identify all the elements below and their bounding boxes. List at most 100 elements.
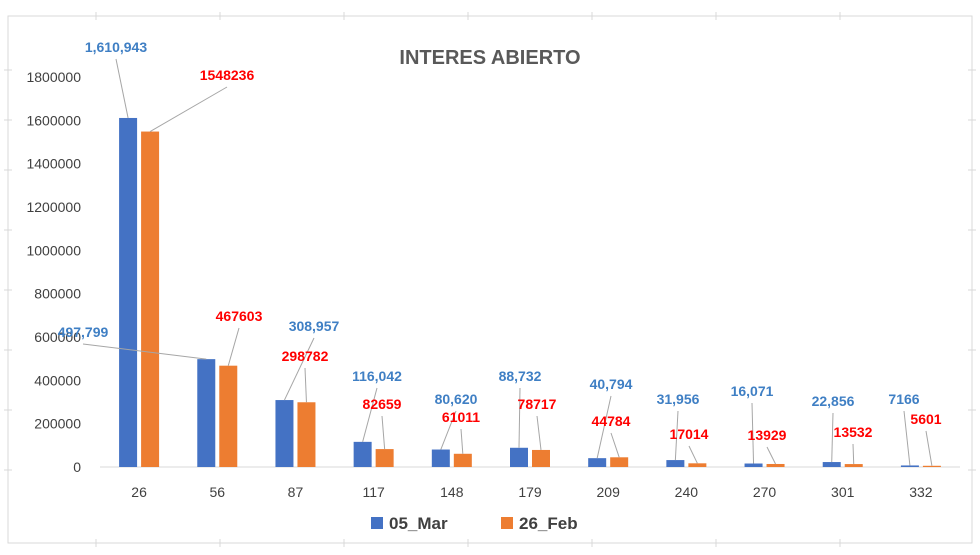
bar-05-mar-301 <box>822 462 841 467</box>
data-label-26-feb-26: 1548236 <box>200 67 255 83</box>
data-label-05-mar-332: 7166 <box>888 391 919 407</box>
bar-05-mar-332 <box>900 465 919 467</box>
legend-swatch-05-mar <box>371 517 383 529</box>
data-label-05-mar-26: 1,610,943 <box>85 39 147 55</box>
leader-line <box>460 428 464 454</box>
bar-26-feb-117 <box>375 449 394 467</box>
bar-26-feb-301 <box>844 464 863 467</box>
leader-line <box>831 412 834 463</box>
data-label-05-mar-240: 31,956 <box>657 391 700 407</box>
leader-line <box>674 410 679 461</box>
leader-line <box>115 58 129 119</box>
leader-line <box>852 443 855 465</box>
bar-26-feb-26 <box>141 131 160 467</box>
bar-26-feb-179 <box>532 449 550 467</box>
leader-line <box>925 430 933 466</box>
x-tick-label-179: 179 <box>518 484 542 500</box>
data-label-05-mar-209: 40,794 <box>590 376 633 392</box>
y-tick-label: 1600000 <box>26 112 81 128</box>
bar-26-feb-148 <box>453 453 472 467</box>
leader-line <box>596 395 612 459</box>
leader-line <box>903 410 911 466</box>
leader-line <box>362 387 378 442</box>
leader-line <box>149 86 228 132</box>
y-tick-label: 1200000 <box>26 199 81 215</box>
x-tick-label-117: 117 <box>362 484 385 500</box>
x-tick-label-87: 87 <box>288 484 304 500</box>
leader-line <box>381 415 386 450</box>
data-label-05-mar-117: 116,042 <box>352 368 402 384</box>
leader-line <box>766 446 776 465</box>
data-label-05-mar-87: 308,957 <box>289 318 340 334</box>
leader-lines <box>82 58 933 466</box>
leader-line <box>82 343 207 360</box>
bar-26-feb-87 <box>297 402 316 467</box>
bar-26-feb-209 <box>610 457 629 467</box>
data-label-05-mar-301: 22,856 <box>812 393 855 409</box>
data-labels: 1,610,943 497,799 308,957 116,042 80,620 88,7… <box>58 39 942 443</box>
x-tick-label-148: 148 <box>440 484 464 500</box>
y-tick-label: 200000 <box>34 416 81 432</box>
bar-26-feb-56 <box>219 365 238 467</box>
chart-frame <box>4 12 976 547</box>
bar-05-mar-117 <box>353 441 372 467</box>
bar-26-feb-240 <box>688 463 707 467</box>
leader-line <box>688 445 698 464</box>
y-tick-label: 400000 <box>34 372 81 388</box>
x-tick-label-301: 301 <box>831 484 855 500</box>
leader-line <box>440 410 457 450</box>
bar-26-feb-332 <box>922 465 941 467</box>
y-tick-label: 0 <box>73 459 81 475</box>
bar-05-mar-87 <box>275 400 294 467</box>
leader-line <box>227 327 240 366</box>
data-label-26-feb-332: 5601 <box>910 411 941 427</box>
bar-05-mar-179 <box>510 447 528 467</box>
bar-group <box>119 117 941 468</box>
bar-05-mar-148 <box>431 449 450 467</box>
data-label-05-mar-56: 497,799 <box>58 324 109 340</box>
x-tick-label-56: 56 <box>209 484 225 500</box>
leader-line <box>610 432 620 458</box>
bar-05-mar-26 <box>119 117 138 468</box>
y-tick-label: 600000 <box>34 329 81 345</box>
y-tick-label: 800000 <box>34 286 81 302</box>
y-axis: 0 200000 400000 600000 800000 1000000 1200000 1… <box>26 69 81 475</box>
y-tick-label: 1400000 <box>26 156 81 172</box>
legend-label-26-feb: 26_Feb <box>519 514 578 533</box>
bar-05-mar-56 <box>197 359 216 467</box>
x-tick-label-209: 209 <box>597 484 621 500</box>
x-tick-label-270: 270 <box>753 484 777 500</box>
bar-05-mar-209 <box>588 458 607 467</box>
data-label-26-feb-179: 78717 <box>518 396 557 412</box>
legend-label-05-mar: 05_Mar <box>389 514 448 533</box>
x-tick-label-26: 26 <box>131 484 147 500</box>
leader-line <box>304 367 307 403</box>
data-label-26-feb-301: 13532 <box>834 424 873 440</box>
data-label-26-feb-148: 61011 <box>442 409 480 425</box>
leader-line <box>536 415 542 451</box>
bar-05-mar-270 <box>744 463 763 467</box>
data-label-26-feb-56: 467603 <box>216 308 263 324</box>
data-label-26-feb-240: 17014 <box>670 426 709 442</box>
data-label-26-feb-270: 13929 <box>748 427 787 443</box>
x-tick-label-240: 240 <box>675 484 699 500</box>
data-label-05-mar-270: 16,071 <box>731 383 774 399</box>
chart-title: INTERES ABIERTO <box>399 47 580 69</box>
y-tick-label: 1000000 <box>26 242 81 258</box>
bar-26-feb-270 <box>766 463 785 467</box>
data-label-05-mar-179: 88,732 <box>499 368 542 384</box>
x-tick-label-332: 332 <box>909 484 933 500</box>
data-label-05-mar-148: 80,620 <box>435 391 478 407</box>
data-label-26-feb-117: 82659 <box>363 396 402 412</box>
leader-line <box>284 337 315 401</box>
legend: 05_Mar 26_Feb <box>371 514 578 533</box>
leader-line <box>751 402 755 464</box>
data-label-26-feb-209: 44784 <box>592 413 631 429</box>
y-tick-label: 1800000 <box>26 69 81 85</box>
chart-border <box>7 15 973 544</box>
data-label-26-feb-87: 298782 <box>282 348 329 364</box>
leader-line <box>518 387 521 448</box>
x-axis: 26 56 87 117 148 179 209 240 270 301 332 <box>100 466 960 500</box>
